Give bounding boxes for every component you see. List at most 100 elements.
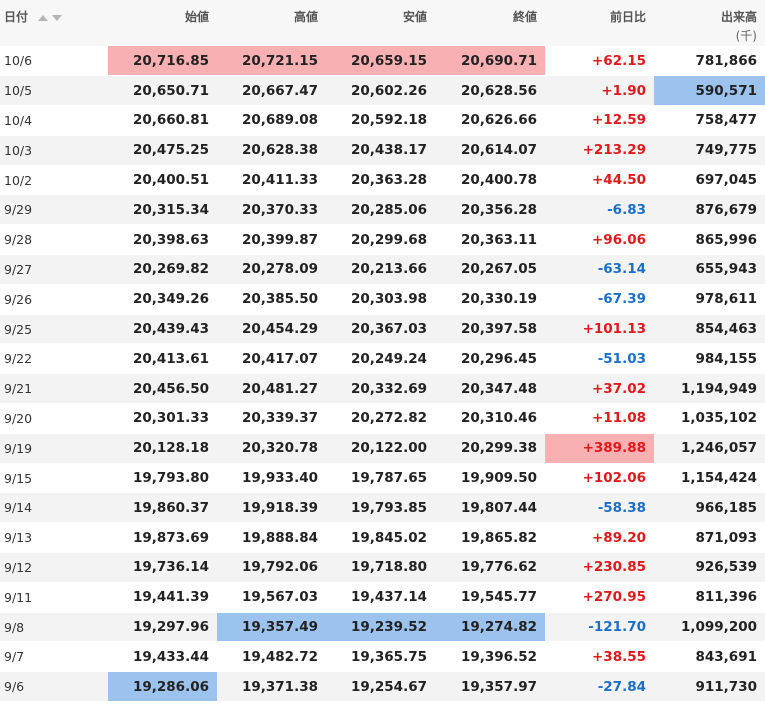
cell-change: +101.13 [545, 314, 654, 345]
table-row: 9/11 19,441.39 19,567.03 19,437.14 19,545.77… [0, 582, 765, 613]
cell-low: 20,367.03 [326, 314, 435, 345]
cell-volume: 854,463 [654, 314, 765, 345]
cell-volume: 697,045 [654, 165, 765, 196]
cell-date: 9/25 [0, 314, 108, 345]
cell-change: +44.50 [545, 165, 654, 196]
cell-high: 20,454.29 [217, 314, 326, 345]
cell-open: 20,660.81 [108, 105, 217, 136]
cell-low: 19,254.67 [326, 671, 435, 703]
cell-low: 20,363.28 [326, 165, 435, 196]
cell-volume: 758,477 [654, 105, 765, 136]
header-close: 終値 [512, 10, 537, 24]
cell-close: 20,299.38 [435, 433, 545, 464]
cell-open: 20,475.25 [108, 135, 217, 166]
cell-date: 9/26 [0, 284, 108, 315]
cell-high: 20,721.15 [217, 46, 326, 77]
cell-close: 19,807.44 [435, 492, 545, 524]
cell-high: 19,482.72 [217, 641, 326, 673]
cell-low: 19,718.80 [326, 552, 435, 583]
cell-open: 20,400.51 [108, 165, 217, 196]
cell-open: 19,297.96 [108, 612, 217, 643]
cell-change: -63.14 [545, 254, 654, 285]
cell-date: 9/12 [0, 552, 108, 583]
cell-close: 20,267.05 [435, 254, 545, 285]
cell-close: 20,363.11 [435, 224, 545, 256]
cell-close: 19,776.62 [435, 552, 545, 583]
cell-high: 20,278.09 [217, 254, 326, 285]
table-row: 9/6 19,286.06 19,371.38 19,254.67 19,357.97-… [0, 671, 765, 703]
cell-open: 20,128.18 [108, 433, 217, 464]
cell-low: 19,787.65 [326, 463, 435, 494]
cell-volume: 865,996 [654, 224, 765, 256]
cell-volume: 1,246,057 [654, 433, 765, 464]
sort-ascending-icon[interactable] [38, 14, 49, 21]
cell-close: 20,690.71 [435, 46, 545, 77]
cell-open: 19,793.80 [108, 463, 217, 494]
cell-date: 10/5 [0, 75, 108, 107]
header-date[interactable]: 日付 [0, 0, 108, 46]
cell-volume: 590,571 [654, 75, 765, 107]
cell-volume: 978,611 [654, 284, 765, 315]
cell-volume: 966,185 [654, 492, 765, 524]
cell-date: 9/22 [0, 343, 108, 375]
cell-change: -6.83 [545, 194, 654, 226]
cell-date: 9/19 [0, 433, 108, 464]
cell-close: 20,628.56 [435, 75, 545, 107]
table-row: 10/2 20,400.51 20,411.33 20,363.28 20,400.78… [0, 165, 765, 196]
cell-low: 19,239.52 [326, 612, 435, 643]
table-row: 10/3 20,475.25 20,628.38 20,438.17 20,614.07… [0, 135, 765, 166]
cell-open: 19,286.06 [108, 671, 217, 703]
cell-date: 9/14 [0, 492, 108, 524]
cell-volume: 1,099,200 [654, 612, 765, 643]
header-volume-label: 出来高 [720, 10, 757, 24]
cell-change: +38.55 [545, 641, 654, 673]
cell-date: 10/4 [0, 105, 108, 136]
table-row: 9/15 19,793.80 19,933.40 19,787.65 19,909.50… [0, 463, 765, 494]
cell-low: 20,213.66 [326, 254, 435, 285]
cell-low: 20,303.98 [326, 284, 435, 315]
table-row: 9/29 20,315.34 20,370.33 20,285.06 20,356.28… [0, 194, 765, 226]
cell-volume: 871,093 [654, 522, 765, 554]
cell-volume: 811,396 [654, 582, 765, 613]
cell-close: 20,397.58 [435, 314, 545, 345]
cell-date: 9/6 [0, 671, 108, 703]
cell-open: 19,441.39 [108, 582, 217, 613]
table-row: 10/4 20,660.81 20,689.08 20,592.18 20,626.66… [0, 105, 765, 136]
cell-low: 20,285.06 [326, 194, 435, 226]
cell-volume: 876,679 [654, 194, 765, 226]
cell-low: 20,332.69 [326, 373, 435, 405]
cell-high: 20,628.38 [217, 135, 326, 166]
cell-change: -51.03 [545, 343, 654, 375]
cell-volume: 984,155 [654, 343, 765, 375]
cell-close: 20,400.78 [435, 165, 545, 196]
table-row: 9/26 20,349.26 20,385.50 20,303.98 20,330.19… [0, 284, 765, 315]
cell-low: 19,793.85 [326, 492, 435, 524]
table-row: 9/20 20,301.33 20,339.37 20,272.82 20,310.46… [0, 403, 765, 434]
cell-volume: 781,866 [654, 46, 765, 77]
table-row: 9/27 20,269.82 20,278.09 20,213.66 20,267.05… [0, 254, 765, 285]
cell-open: 20,456.50 [108, 373, 217, 405]
cell-close: 19,909.50 [435, 463, 545, 494]
cell-open: 20,349.26 [108, 284, 217, 315]
cell-high: 19,888.84 [217, 522, 326, 554]
cell-open: 20,398.63 [108, 224, 217, 256]
cell-open: 20,439.43 [108, 314, 217, 345]
cell-high: 19,371.38 [217, 671, 326, 703]
header-low: 安値 [402, 10, 427, 24]
cell-volume: 655,943 [654, 254, 765, 285]
cell-date: 10/2 [0, 165, 108, 196]
cell-change: -58.38 [545, 492, 654, 524]
cell-high: 19,357.49 [217, 612, 326, 643]
cell-change: +11.08 [545, 403, 654, 434]
cell-change: +230.85 [545, 552, 654, 583]
table-row: 9/14 19,860.37 19,918.39 19,793.85 19,807.44… [0, 492, 765, 524]
sort-control[interactable] [38, 10, 63, 24]
cell-low: 20,272.82 [326, 403, 435, 434]
cell-open: 20,716.85 [108, 46, 217, 77]
cell-high: 19,918.39 [217, 492, 326, 524]
cell-change: +12.59 [545, 105, 654, 136]
cell-high: 20,667.47 [217, 75, 326, 107]
sort-descending-icon[interactable] [52, 14, 63, 21]
